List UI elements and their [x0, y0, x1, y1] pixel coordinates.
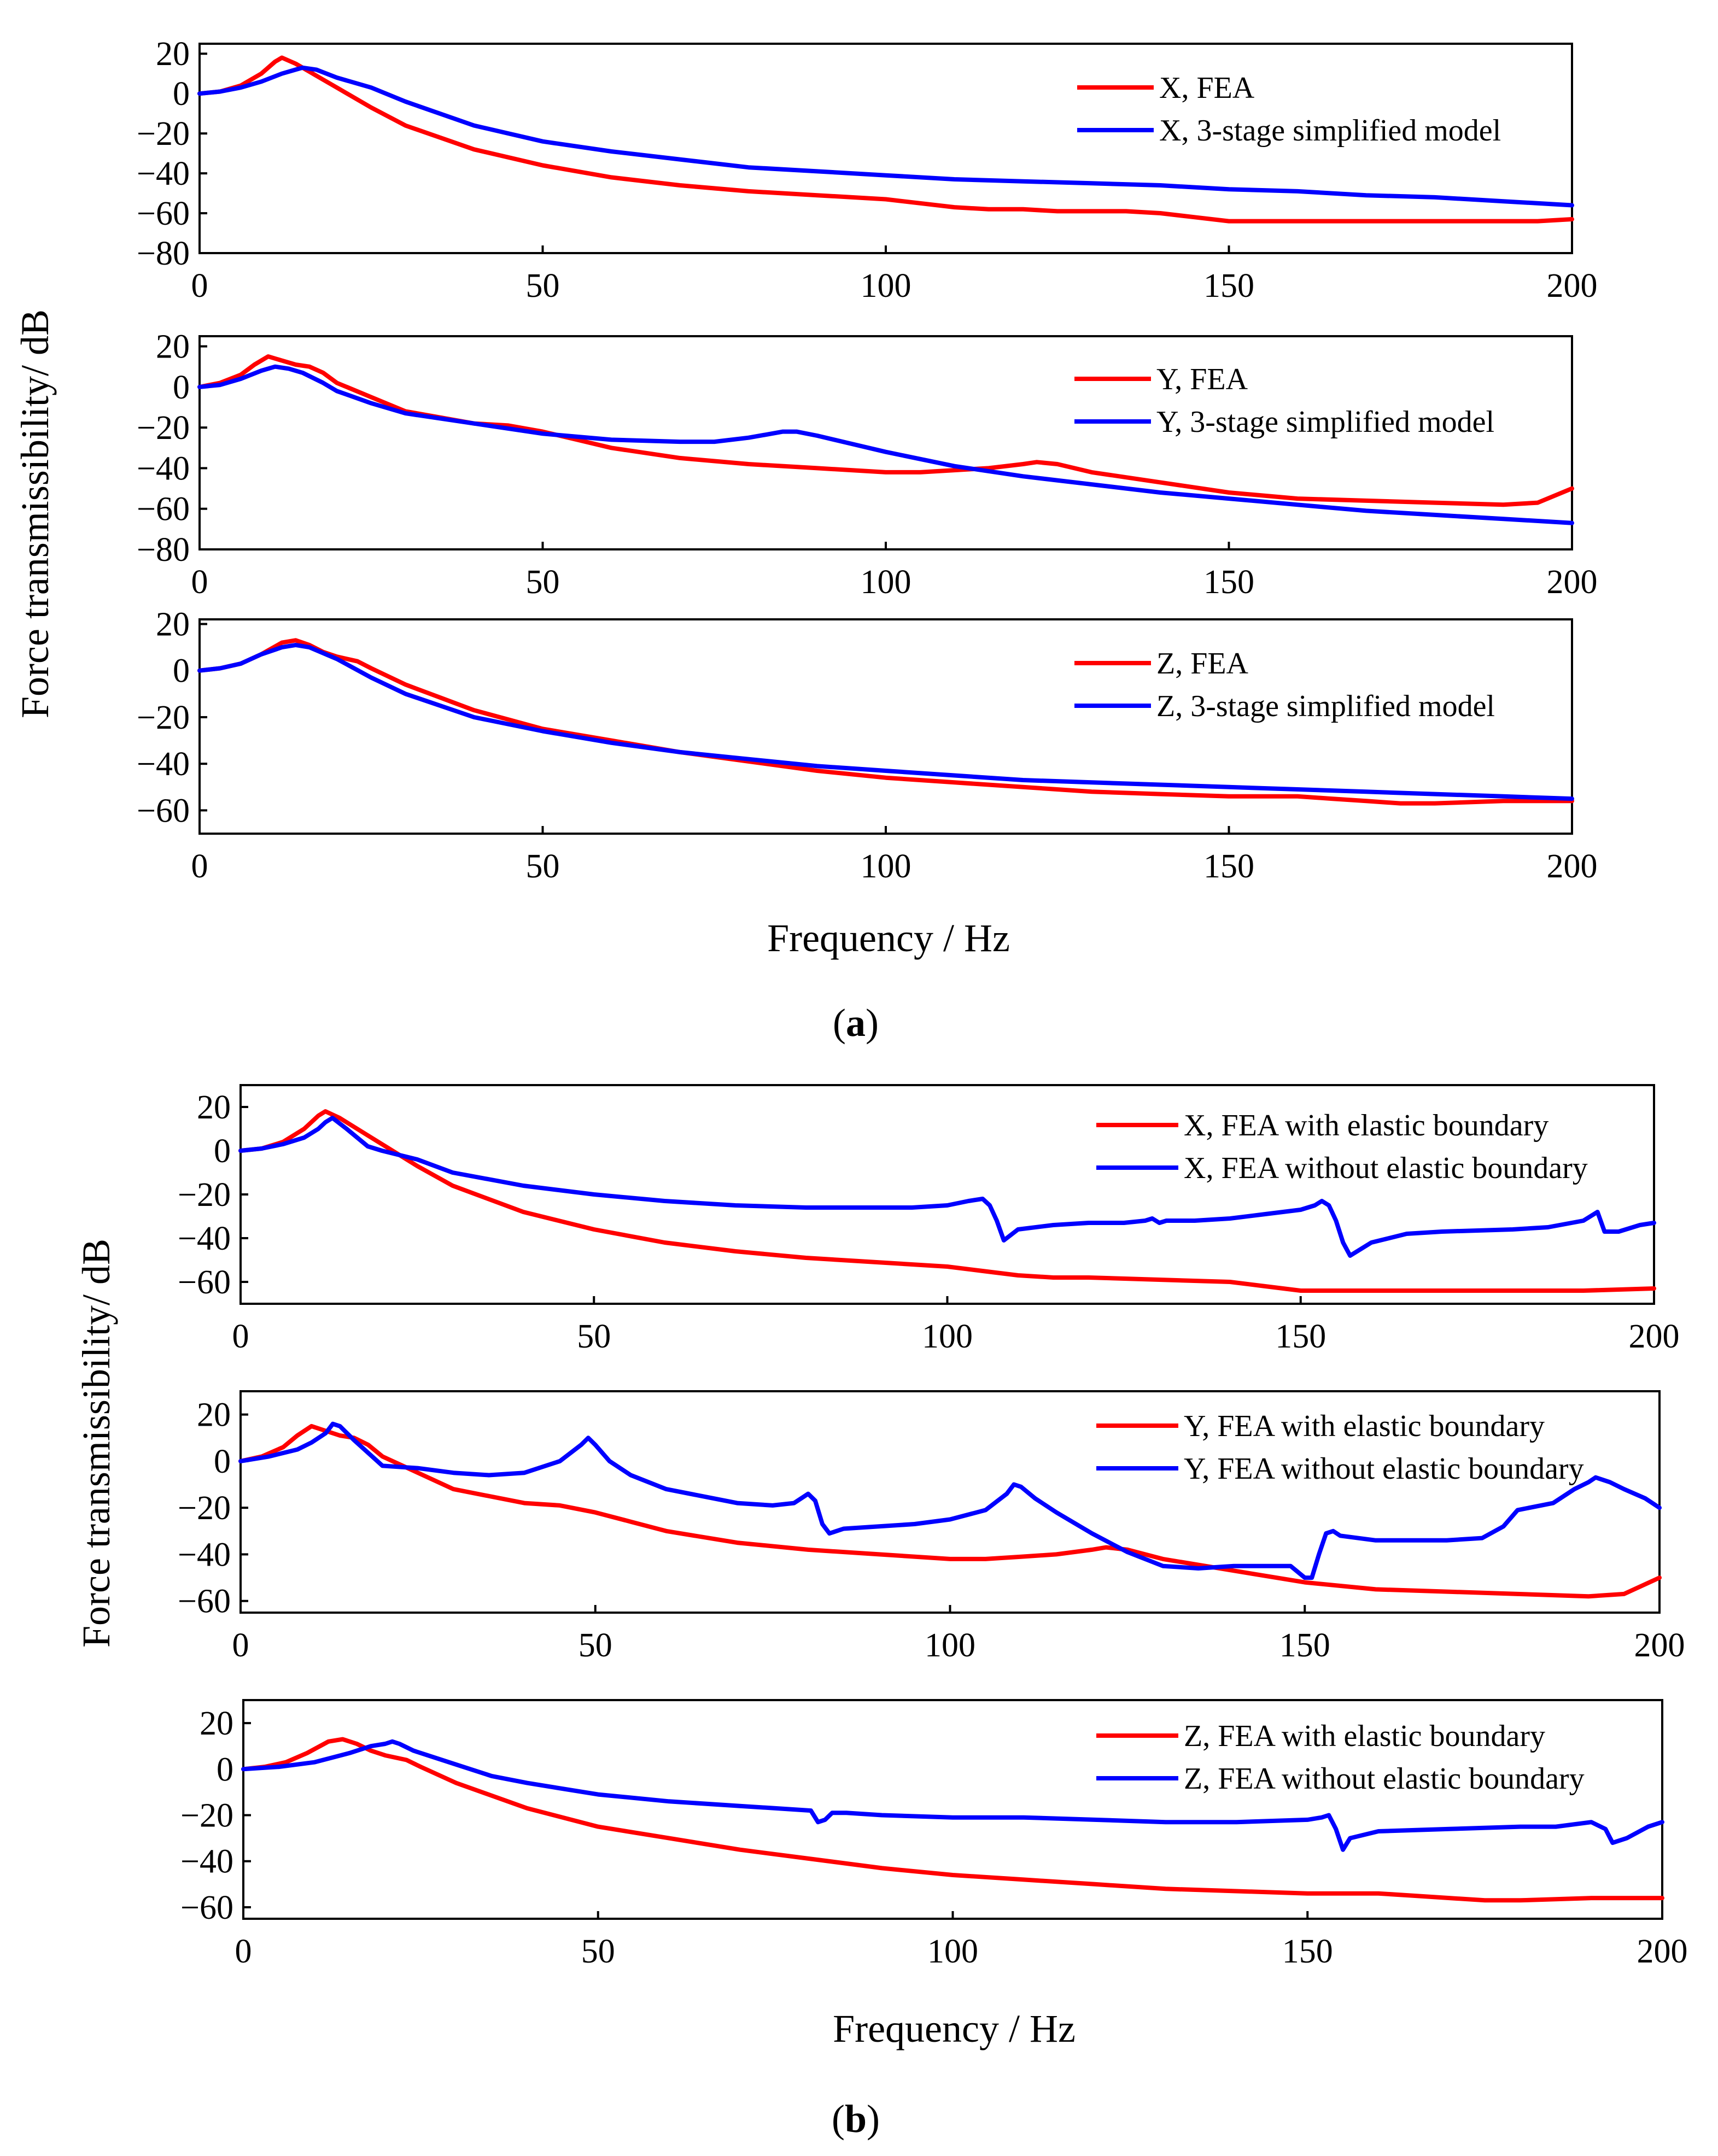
x-tick-label: 0: [191, 267, 208, 304]
ylabel-b: Force transmissibility/ dB: [74, 1239, 118, 1648]
series-line-blue: [197, 65, 1574, 208]
x-tick-label: 0: [191, 848, 208, 885]
x-tick-label: 150: [1203, 848, 1254, 885]
y-tick-label: −40: [180, 1843, 233, 1880]
caption-a: (a): [833, 1001, 879, 1045]
y-tick-label: −40: [137, 450, 190, 487]
legend-label: Y, 3-stage simplified model: [1156, 405, 1494, 439]
x-tick-label: 50: [526, 564, 560, 601]
y-tick-label: 20: [197, 1397, 231, 1434]
series-line-blue: [238, 1421, 1662, 1580]
x-tick-label: 50: [581, 1933, 615, 1970]
ylabel-a: Force transmissibility/ dB: [13, 309, 57, 718]
x-tick-label: 200: [1547, 267, 1598, 304]
legend-label: X, FEA without elastic boundary: [1184, 1151, 1588, 1185]
legend-label: Z, 3-stage simplified model: [1156, 689, 1495, 723]
legend-label: Y, FEA with elastic boundary: [1184, 1409, 1545, 1443]
series-line-red: [238, 1109, 1656, 1293]
legend-label: Z, FEA without elastic boundary: [1184, 1762, 1585, 1796]
y-tick-label: −40: [137, 155, 190, 192]
xlabel-a: Frequency / Hz: [767, 916, 1010, 960]
legend-label: Z, FEA with elastic boundary: [1184, 1719, 1545, 1753]
x-tick-label: 100: [927, 1933, 978, 1970]
legend-label: X, 3-stage simplified model: [1159, 114, 1501, 148]
y-tick-label: −20: [180, 1797, 233, 1835]
y-tick-label: −40: [178, 1536, 231, 1573]
x-tick-label: 200: [1547, 564, 1598, 601]
x-tick-label: 200: [1637, 1933, 1688, 1970]
y-tick-label: 0: [173, 653, 190, 690]
plot-frame: [198, 335, 1573, 550]
y-tick-label: 0: [217, 1751, 233, 1788]
series-line-red: [238, 1423, 1662, 1599]
x-tick-label: 50: [578, 1627, 612, 1664]
x-tick-label: 0: [232, 1627, 249, 1664]
x-tick-label: 50: [526, 848, 560, 885]
series-line-red: [197, 354, 1574, 507]
series-line-blue: [197, 364, 1574, 525]
y-tick-label: 20: [200, 1705, 233, 1742]
y-tick-label: −60: [180, 1889, 233, 1926]
legend-label: X, FEA with elastic boundary: [1184, 1109, 1548, 1143]
x-tick-label: 0: [191, 564, 208, 601]
legend-label: X, FEA: [1159, 71, 1255, 105]
y-tick-label: −80: [137, 235, 190, 272]
x-tick-label: 100: [861, 267, 911, 304]
y-tick-label: 20: [156, 329, 190, 366]
x-tick-label: 200: [1547, 848, 1598, 885]
series-line-blue: [197, 642, 1574, 801]
legend-label: Y, FEA without elastic boundary: [1184, 1452, 1584, 1486]
y-tick-label: −20: [137, 115, 190, 153]
y-tick-label: −60: [137, 491, 190, 528]
y-tick-label: 0: [173, 75, 190, 113]
y-tick-label: −80: [137, 531, 190, 569]
y-tick-label: −60: [137, 792, 190, 829]
x-tick-label: 100: [922, 1318, 973, 1355]
y-tick-label: 20: [197, 1089, 231, 1126]
y-tick-label: −60: [137, 195, 190, 232]
y-tick-label: 0: [214, 1133, 231, 1170]
y-tick-label: −40: [137, 746, 190, 783]
caption-b: (b): [832, 2097, 880, 2141]
x-tick-label: 150: [1282, 1933, 1333, 1970]
y-tick-label: 20: [156, 606, 190, 643]
x-tick-label: 150: [1275, 1318, 1326, 1355]
x-tick-label: 100: [861, 564, 911, 601]
y-tick-label: −60: [178, 1264, 231, 1301]
y-tick-label: 0: [214, 1443, 231, 1480]
x-tick-label: 0: [232, 1318, 249, 1355]
y-tick-label: −20: [178, 1490, 231, 1527]
legend-label: Y, FEA: [1156, 362, 1248, 396]
legend-label: Z, FEA: [1156, 647, 1249, 681]
x-tick-label: 150: [1203, 267, 1254, 304]
x-tick-label: 0: [235, 1933, 252, 1970]
x-tick-label: 50: [577, 1318, 611, 1355]
x-tick-label: 50: [526, 267, 560, 304]
series-line-red: [241, 1737, 1664, 1903]
x-tick-label: 200: [1634, 1627, 1685, 1664]
y-tick-label: 0: [173, 369, 190, 406]
series-line-blue: [241, 1739, 1664, 1852]
series-line-red: [197, 55, 1574, 224]
x-tick-label: 100: [925, 1627, 975, 1664]
y-tick-label: 20: [156, 36, 190, 73]
x-tick-label: 150: [1203, 564, 1254, 601]
y-tick-label: −40: [178, 1220, 231, 1257]
y-tick-label: −20: [137, 409, 190, 447]
x-tick-label: 150: [1279, 1627, 1330, 1664]
y-tick-label: −20: [178, 1176, 231, 1214]
series-line-blue: [238, 1116, 1656, 1258]
x-tick-label: 100: [861, 848, 911, 885]
y-tick-label: −20: [137, 699, 190, 736]
x-tick-label: 200: [1629, 1318, 1680, 1355]
y-tick-label: −60: [178, 1583, 231, 1620]
xlabel-b: Frequency / Hz: [833, 2007, 1076, 2050]
